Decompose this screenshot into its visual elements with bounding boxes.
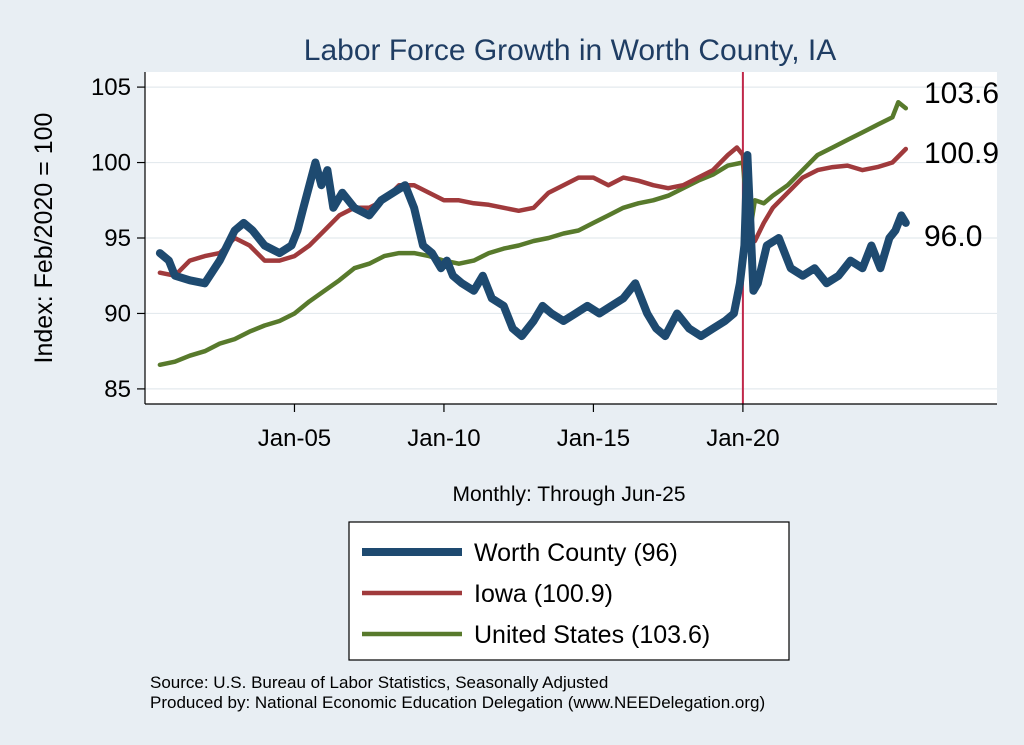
legend-label-iowa: Iowa (100.9)	[474, 580, 613, 608]
y-tick-label-95: 95	[104, 225, 131, 252]
y-tick-label-105: 105	[91, 74, 131, 101]
x-ticks: Jan-05 Jan-10 Jan-15 Jan-20	[258, 404, 780, 452]
end-labels: 96.0 100.9 103.6	[924, 77, 999, 253]
series-line-worth-county	[155, 151, 910, 341]
y-tick-label-85: 85	[104, 376, 131, 403]
series-lines	[155, 99, 910, 368]
x-tick-label-Jan-15: Jan-15	[557, 425, 630, 452]
end-label-worth-county: 96.0	[924, 220, 982, 253]
source-note: Source: U.S. Bureau of Labor Statistics,…	[150, 673, 608, 692]
x-tick-label-Jan-20: Jan-20	[706, 425, 779, 452]
x-tick-label-Jan-05: Jan-05	[258, 425, 331, 452]
y-ticks: 85 90 95 100 105	[91, 74, 145, 403]
y-tick-label-100: 100	[91, 150, 131, 177]
legend-label-united-states: United States (103.6)	[474, 621, 710, 649]
series-line-united-states	[157, 99, 909, 368]
series-line-iowa	[157, 145, 909, 278]
y-axis-label: Index: Feb/2020 = 100	[30, 113, 58, 364]
x-axis-label: Monthly: Through Jun-25	[452, 483, 685, 506]
end-label-united-states: 103.6	[924, 77, 999, 110]
produced-by-note: Produced by: National Economic Education…	[150, 693, 765, 712]
chart-title: Labor Force Growth in Worth County, IA	[304, 34, 836, 67]
legend-label-worth-county: Worth County (96)	[474, 539, 678, 567]
end-label-iowa: 100.9	[924, 137, 999, 170]
y-tick-label-90: 90	[104, 300, 131, 327]
legend: Worth County (96) Iowa (100.9) United Stat…	[348, 521, 790, 661]
x-tick-label-Jan-10: Jan-10	[407, 425, 480, 452]
